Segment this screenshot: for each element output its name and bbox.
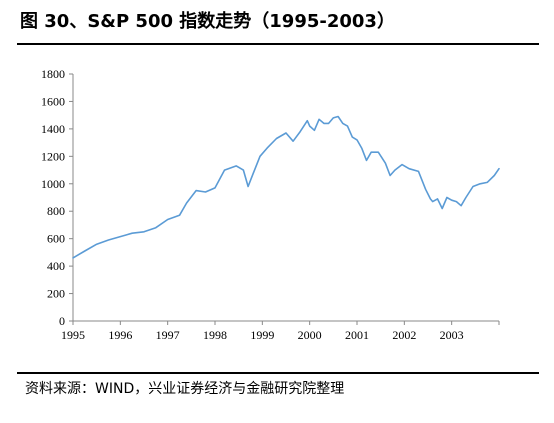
- y-tick-label: 1200: [41, 149, 65, 163]
- y-tick-label: 1800: [41, 67, 65, 81]
- x-tick-label: 1998: [203, 328, 227, 342]
- y-tick-label: 200: [47, 287, 65, 301]
- x-tick-label: 1999: [250, 328, 274, 342]
- x-tick-label: 2002: [392, 328, 416, 342]
- x-tick-label: 2003: [440, 328, 464, 342]
- y-axis: 0 200 400 600 800 1000 1200 1400 1600 1800: [41, 67, 74, 328]
- y-tick-label: 0: [59, 314, 65, 328]
- x-tick-label: 1995: [61, 328, 85, 342]
- y-tick-label: 800: [47, 204, 65, 218]
- y-tick-label: 1600: [41, 94, 65, 108]
- y-tick-label: 1000: [41, 177, 65, 191]
- x-axis: 1995 1996 1997 1998 1999 2000 2001 2002 2003: [61, 320, 500, 342]
- y-tick-label: 600: [47, 232, 65, 246]
- bottom-rule: [17, 372, 539, 374]
- x-tick-label: 1996: [108, 328, 132, 342]
- y-tick-label: 1400: [41, 122, 65, 136]
- series-line-0: [72, 115, 500, 259]
- y-tick-label: 400: [47, 259, 65, 273]
- series-group: [72, 115, 500, 259]
- x-tick-label: 2000: [298, 328, 322, 342]
- x-tick-label: 1997: [156, 328, 180, 342]
- source-note: 资料来源：WIND，兴业证券经济与金融研究院整理: [25, 381, 345, 397]
- top-rule: [17, 43, 539, 45]
- x-tick-label: 2001: [345, 328, 369, 342]
- figure-title: 图 30、S&P 500 指数走势（1995-2003）: [20, 11, 395, 32]
